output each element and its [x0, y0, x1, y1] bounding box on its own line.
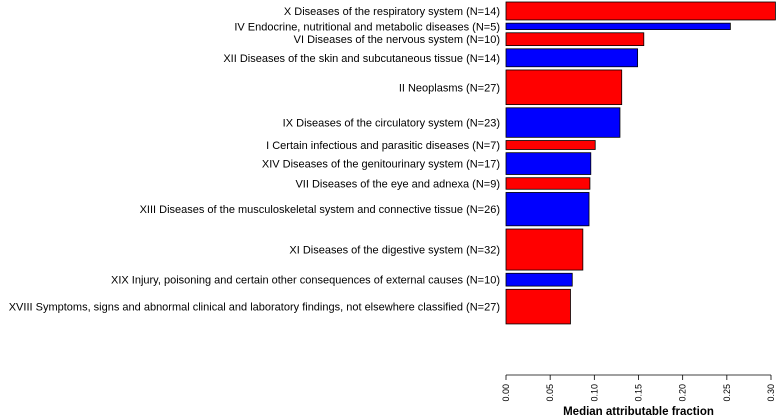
- category-label-12: XVIII Symptoms, signs and abnormal clini…: [9, 302, 500, 314]
- category-label-5: IX Diseases of the circulatory system (N…: [283, 118, 500, 130]
- bar-0: [505, 1, 776, 21]
- bar-7: [505, 152, 592, 175]
- bar-9: [505, 192, 590, 227]
- x-axis: 0.00 0.05 0.10 0.15 0.20 0.25 0.30: [501, 374, 776, 402]
- bar-3: [505, 48, 639, 68]
- bar-2: [505, 32, 645, 47]
- category-label-4: II Neoplasms (N=27): [399, 82, 500, 94]
- x-tick-label-0: 0.00: [501, 384, 511, 402]
- category-label-2: VI Diseases of the nervous system (N=10): [294, 34, 500, 46]
- bar-11: [505, 272, 573, 287]
- category-label-7: XIV Diseases of the genitourinary system…: [262, 159, 500, 171]
- x-tick-label-3: 0.15: [634, 384, 644, 402]
- x-tick-label-1: 0.05: [545, 384, 555, 402]
- category-label-6: I Certain infectious and parasitic disea…: [266, 140, 500, 152]
- x-axis-title: Median attributable fraction: [563, 406, 714, 418]
- category-labels: X Diseases of the respiratory system (N=…: [9, 6, 500, 314]
- bar-5: [505, 107, 621, 138]
- category-label-3: XII Diseases of the skin and subcutaneou…: [223, 53, 500, 65]
- x-tick-label-4: 0.20: [678, 384, 688, 402]
- category-label-9: XIII Diseases of the musculoskeletal sys…: [140, 204, 500, 216]
- bar-10: [505, 228, 584, 271]
- bar-6: [505, 140, 596, 150]
- bar-4: [505, 69, 623, 106]
- bar-8: [505, 177, 591, 190]
- bar-1: [505, 22, 731, 30]
- x-tick-label-6: 0.30: [766, 384, 776, 402]
- category-label-1: IV Endocrine, nutritional and metabolic …: [234, 21, 500, 33]
- category-label-11: XIX Injury, poisoning and certain other …: [111, 275, 500, 287]
- category-label-0: X Diseases of the respiratory system (N=…: [284, 6, 500, 18]
- category-label-8: VII Diseases of the eye and adnexa (N=9): [295, 178, 500, 190]
- category-label-10: XI Diseases of the digestive system (N=3…: [289, 245, 500, 257]
- bars-group: [505, 1, 776, 325]
- bar-12: [505, 288, 571, 325]
- x-tick-label-2: 0.10: [589, 384, 599, 402]
- x-tick-label-5: 0.25: [722, 384, 732, 402]
